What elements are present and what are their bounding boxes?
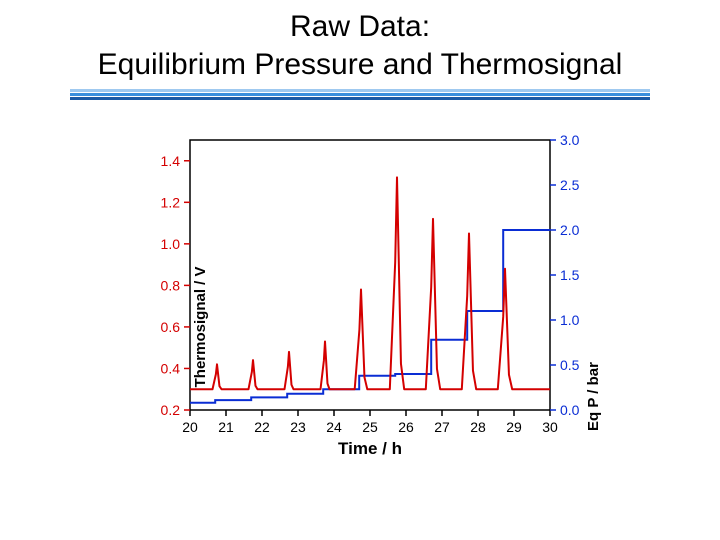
chart: 20 21 22 23 24 25 26 27 28 29 30 Time / h 0.2 0.4 0.6 0…: [120, 125, 620, 475]
x-tick-label: 21: [218, 419, 234, 435]
x-tick-label: 22: [254, 419, 270, 435]
y-left-tick-label: 1.4: [161, 153, 181, 169]
slide: Raw Data: Equilibrium Pressure and Therm…: [0, 0, 720, 540]
x-tick-label: 25: [362, 419, 378, 435]
y-left-tick-label: 1.0: [161, 236, 181, 252]
x-tick-label: 28: [470, 419, 486, 435]
y-right-tick-label: 1.0: [560, 312, 580, 328]
y-left-tick-label: 1.2: [161, 194, 181, 210]
y-left-tick-label: 0.4: [161, 360, 181, 376]
y-right-tick-label: 2.5: [560, 177, 580, 193]
y-right-tick-label: 2.0: [560, 222, 580, 238]
plot-frame: [190, 140, 550, 410]
y-right-tick-label: 0.5: [560, 357, 580, 373]
x-tick-label: 27: [434, 419, 450, 435]
y-right-tick-label: 3.0: [560, 132, 580, 148]
title-block: Raw Data: Equilibrium Pressure and Therm…: [0, 0, 720, 83]
x-tick-label: 30: [542, 419, 558, 435]
y-right-tick-label: 1.5: [560, 267, 580, 283]
y-left-tick-label: 0.8: [161, 277, 181, 293]
y-left-tick-label: 0.6: [161, 319, 181, 335]
y-left-tick-label: 0.2: [161, 402, 181, 418]
rule-stripe-2: [70, 93, 650, 96]
underline-rule: [70, 89, 650, 103]
rule-stripe-1: [70, 89, 650, 92]
title-line-1: Raw Data:: [0, 8, 720, 46]
x-tick-label: 23: [290, 419, 306, 435]
y-left-axis-label: Thermosignal / V: [192, 266, 209, 387]
x-axis-label: Time / h: [338, 439, 402, 458]
y-right-axis-label: Eq P / bar: [585, 362, 602, 431]
title-line-2: Equilibrium Pressure and Thermosignal: [0, 46, 720, 84]
series-thermosignal: [190, 177, 550, 389]
rule-stripe-3: [70, 97, 650, 100]
x-tick-label: 29: [506, 419, 522, 435]
series-pressure: [190, 230, 550, 403]
x-tick-label: 24: [326, 419, 342, 435]
y-right-tick-label: 0.0: [560, 402, 580, 418]
x-tick-label: 26: [398, 419, 414, 435]
x-tick-label: 20: [182, 419, 198, 435]
